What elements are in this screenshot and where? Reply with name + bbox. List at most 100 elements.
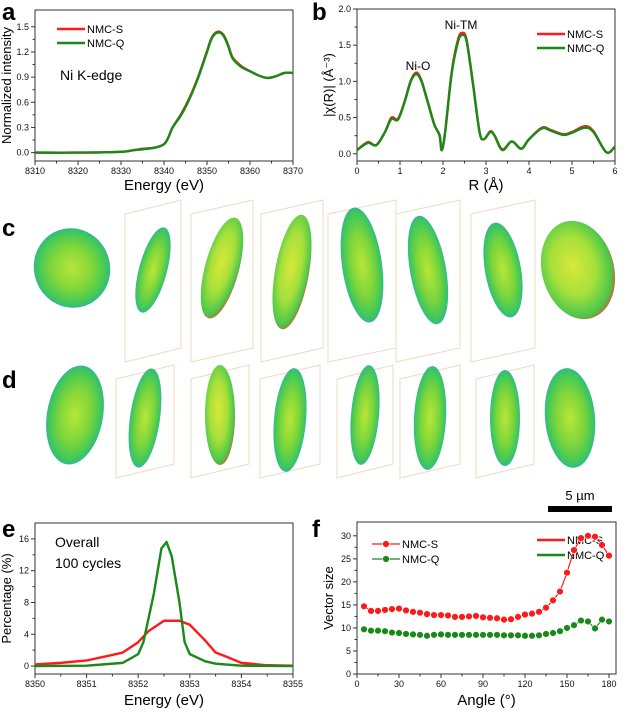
x-tick-label: 150	[559, 679, 574, 689]
panel-c-frame	[260, 199, 324, 363]
data-point-nmc-q	[465, 631, 473, 639]
data-point-nmc-s	[577, 534, 585, 542]
panel-label-d: d	[2, 367, 17, 394]
y-tick-label: 0.5	[338, 113, 351, 123]
data-point-nmc-s	[437, 611, 445, 619]
x-tick-label: 120	[517, 679, 532, 689]
data-point-nmc-q	[472, 631, 480, 639]
x-tick-label: 8355	[283, 679, 303, 689]
x-axis-label: Energy (eV)	[124, 692, 204, 709]
data-point-nmc-s	[479, 613, 487, 622]
data-point-nmc-s	[549, 596, 557, 605]
panel-label-b: b	[312, 0, 327, 26]
data-point-nmc-q	[486, 631, 494, 639]
data-point-nmc-q	[395, 629, 403, 637]
x-axis-label: Angle (°)	[457, 692, 516, 709]
y-axis-label: |χ(R)| (Å⁻³)	[321, 53, 336, 117]
y-tick-label: 12	[19, 566, 29, 576]
y-tick-label: 2.0	[338, 4, 351, 14]
data-point-nmc-s	[486, 614, 494, 622]
y-tick-label: 20	[341, 577, 351, 587]
data-point-nmc-q	[514, 631, 522, 640]
data-point-nmc-s	[360, 602, 368, 610]
data-point-nmc-q	[528, 632, 536, 640]
plot-frame	[356, 521, 617, 675]
panel-d-particle	[413, 366, 447, 470]
y-tick-label: 1.5	[338, 40, 351, 50]
x-tick-label: 8353	[180, 679, 200, 689]
data-point-nmc-s	[388, 605, 396, 613]
x-tick-label: 8320	[68, 166, 88, 176]
data-point-nmc-q	[577, 616, 585, 625]
panel-c-frame	[470, 199, 536, 363]
data-point-nmc-s	[451, 613, 459, 621]
data-point-nmc-q	[430, 631, 438, 639]
data-point-nmc-q	[584, 617, 592, 626]
panel-c-frame	[124, 199, 182, 363]
panel-c-particle	[272, 214, 312, 330]
x-tick-label: 180	[601, 679, 616, 689]
x-tick-label: 90	[478, 679, 488, 689]
panel-d-frame	[259, 364, 321, 479]
panel-c-particle	[135, 227, 171, 313]
x-tick-label: 8370	[283, 166, 303, 176]
series-line-nmc-q	[356, 33, 616, 154]
legend-label: NMC-Q	[567, 43, 605, 55]
data-point-nmc-q	[367, 627, 375, 635]
data-point-nmc-q	[444, 631, 452, 639]
y-tick-label: 16	[19, 534, 29, 544]
scale-bar-label: 5 µm	[565, 488, 594, 503]
plot-frame	[34, 9, 294, 162]
data-point-nmc-q	[479, 631, 487, 639]
x-tick-label: 5	[569, 166, 574, 176]
y-tick-label: 0.3	[16, 122, 29, 132]
data-point-nmc-s	[591, 533, 599, 541]
panel-d-frame	[399, 364, 461, 479]
data-point-nmc-s	[507, 615, 515, 623]
panel-d-particle	[205, 365, 235, 465]
data-point-nmc-q	[374, 627, 382, 635]
legend-marker	[382, 540, 390, 548]
particle-renderings	[33, 199, 616, 479]
data-point-nmc-s	[430, 611, 438, 619]
x-tick-label: 6	[612, 166, 617, 176]
chart-f: 0 30 60 90 120 150 180 0 5 10 15 20 25 30 Angle (°) Vec…	[321, 521, 617, 709]
y-tick-label: 0.0	[16, 148, 29, 158]
scale-bar: 5 µm	[548, 488, 612, 512]
data-point-nmc-q	[570, 621, 578, 629]
x-tick-label: 8310	[25, 166, 45, 176]
x-tick-label: 8340	[154, 166, 174, 176]
annotation: Ni-O	[406, 59, 431, 73]
series-line-nmc-s	[34, 30, 294, 154]
y-tick-label: 4	[24, 629, 29, 639]
legend-label: NMC-S	[87, 24, 123, 36]
y-tick-label: 30	[341, 531, 351, 541]
data-point-nmc-s	[514, 613, 522, 621]
panel-d-particle	[490, 370, 520, 466]
data-point-nmc-s	[570, 546, 578, 554]
data-point-nmc-q	[605, 617, 613, 626]
data-point-nmc-s	[367, 607, 375, 615]
data-point-nmc-q	[416, 631, 424, 639]
data-point-nmc-q	[500, 631, 508, 640]
data-point-nmc-q	[521, 632, 529, 640]
panel-c-particle	[483, 222, 523, 318]
data-point-nmc-q	[388, 628, 396, 637]
y-tick-label: 8	[24, 597, 29, 607]
y-tick-label: 0	[346, 669, 351, 679]
data-point-nmc-s	[444, 611, 452, 620]
charts: 8310 8320 8330 8340 8350 8360 83700.00.30.60.9…	[0, 4, 618, 709]
data-point-nmc-q	[458, 631, 466, 639]
panel-d-particle	[273, 368, 307, 472]
x-axis-label: Energy (eV)	[124, 177, 204, 194]
x-tick-label: 1	[397, 166, 402, 176]
data-point-nmc-s	[395, 604, 403, 613]
y-tick-label: 0	[24, 661, 29, 671]
x-tick-label: 2	[440, 166, 445, 176]
x-tick-label: 8360	[240, 166, 260, 176]
data-point-nmc-s	[458, 613, 466, 621]
series-line-nmc-s	[34, 619, 294, 667]
panel-c-particle	[540, 220, 616, 320]
